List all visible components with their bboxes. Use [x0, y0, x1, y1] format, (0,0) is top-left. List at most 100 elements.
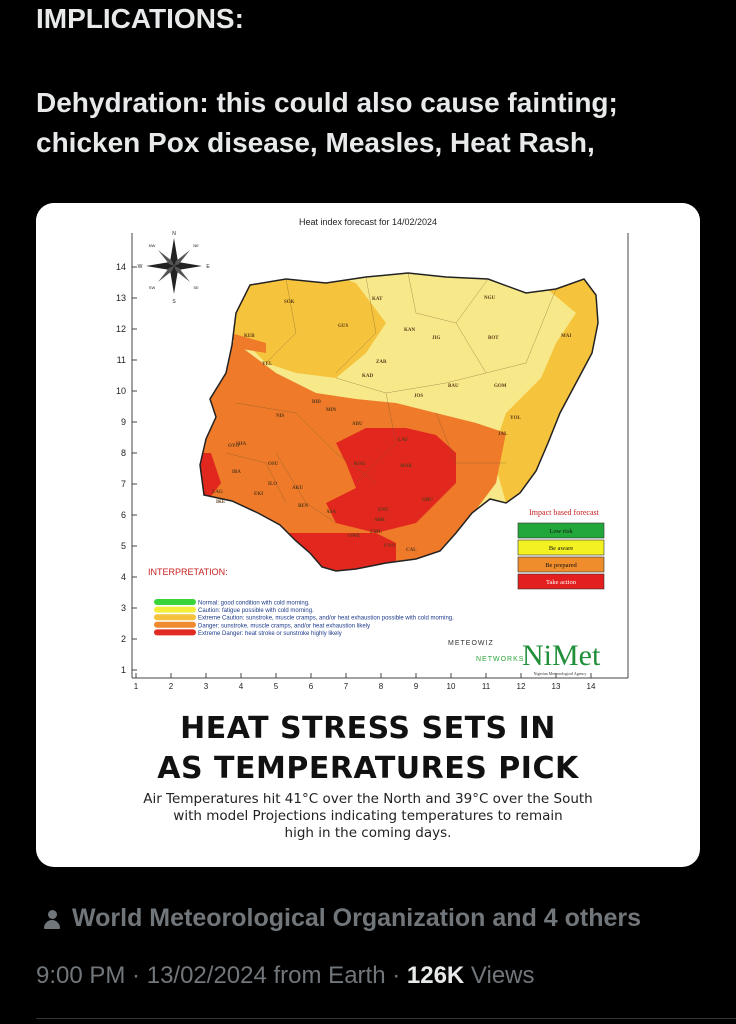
legend-swatch [517, 539, 605, 556]
y-tick-label: 1 [121, 665, 126, 675]
meteowiz-logo-line-2: NETWORKS [476, 656, 524, 663]
divider [36, 1018, 736, 1019]
state-label: ABK [374, 518, 385, 523]
svg-text:SE: SE [193, 285, 199, 290]
state-label: ASA [326, 510, 336, 515]
nimet-logo: NiMet [522, 639, 601, 672]
y-tick-label: 5 [121, 541, 126, 551]
x-tick-label: 8 [379, 682, 384, 691]
state-label: ENU [378, 508, 389, 513]
y-tick-label: 12 [116, 324, 126, 334]
interpretation-swatch [154, 614, 196, 621]
headline-line-1: HEAT STRESS SETS IN [180, 711, 556, 746]
state-label: GOM [494, 384, 507, 389]
legend-swatch [517, 573, 605, 590]
legend-label: Be aware [549, 545, 573, 552]
interpretation-text: Extreme Danger: heat stroke or sunstroke… [198, 631, 342, 637]
subtext-line-3: high in the coming days. [284, 825, 452, 841]
state-label: YOL [510, 416, 522, 421]
y-tick-label: 6 [121, 510, 126, 520]
svg-text:N: N [172, 231, 176, 237]
state-label: MAK [400, 464, 412, 469]
state-label: KEB [244, 334, 255, 339]
svg-text:NE: NE [193, 243, 199, 248]
y-tick-label: 8 [121, 448, 126, 458]
state-label: IKE [216, 500, 226, 505]
x-tick-label: 14 [587, 682, 596, 691]
x-tick-label: 13 [552, 682, 561, 691]
x-tick-label: 4 [239, 682, 244, 691]
y-tick-label: 4 [121, 572, 126, 582]
meteowiz-logo-line-1: METEOWIZ [448, 640, 494, 647]
interpretation-swatch [154, 599, 196, 605]
x-tick-label: 12 [517, 682, 526, 691]
x-tick-label: 7 [344, 682, 349, 691]
state-label: BID [312, 400, 321, 405]
interpretation-swatch [154, 621, 196, 628]
views-count[interactable]: 126K [406, 962, 465, 989]
y-tick-label: 7 [121, 479, 126, 489]
subtext-line-2: with model Projections indicating temper… [173, 808, 563, 824]
meta-separator: · [125, 962, 147, 989]
state-label: IBA [232, 470, 241, 475]
y-axis-ticks: 14 13 12 11 10 9 8 7 6 5 4 3 2 1 [116, 262, 137, 675]
x-tick-label: 2 [169, 682, 174, 691]
state-label: OWE [348, 534, 361, 539]
post-heading: IMPLICATIONS: [36, 3, 244, 34]
state-labels: SOK KAT NGU KEB GUS KAN JIG BOT MAI ZAR KAD YEL BAU G… [212, 296, 571, 553]
views-label: Views [464, 962, 535, 989]
y-tick-label: 14 [116, 262, 126, 272]
state-label: MIN [326, 408, 337, 413]
compass-rose-icon: N S W E NW NE SW SE [138, 231, 211, 305]
y-tick-label: 13 [116, 293, 126, 303]
x-tick-label: 6 [309, 682, 314, 691]
legend-swatch [517, 556, 605, 573]
state-label: JAL [498, 432, 508, 437]
state-label: ABU [352, 422, 363, 427]
state-label: JOS [414, 394, 423, 399]
state-label: SHA [236, 442, 247, 447]
state-label: OBU [422, 498, 433, 503]
x-tick-label: 5 [274, 682, 279, 691]
svg-text:NW: NW [149, 243, 156, 248]
interpretation-swatch [154, 606, 196, 613]
impact-legend: Low risk Be aware Be prepared Take action [517, 522, 605, 590]
post-source: from Earth [266, 962, 386, 989]
post-date[interactable]: 13/02/2024 [146, 962, 267, 989]
svg-text:W: W [138, 264, 143, 270]
interpretation-swatch [154, 629, 196, 636]
legend-label: Be prepared [545, 562, 577, 569]
state-label: JIG [432, 336, 440, 341]
post-body-line-1: Dehydration: this could also cause faint… [36, 87, 618, 118]
legend-label: Low risk [549, 528, 573, 535]
state-label: ZAR [376, 360, 387, 365]
state-label: MAI [561, 334, 571, 339]
state-label: NGU [484, 296, 496, 301]
x-axis-ticks: 1 2 3 4 5 6 7 8 9 10 11 12 13 14 [134, 673, 596, 691]
y-tick-label: 11 [117, 355, 126, 365]
state-label: NIS [276, 414, 285, 419]
state-label: EKI [254, 492, 263, 497]
post-meta: 9:00 PM · 13/02/2024 from Earth · 126K V… [36, 962, 535, 990]
interpretation-text: Caution: fatigue possible with cold morn… [198, 608, 314, 614]
post-body-line-2: chicken Pox disease, Measles, Heat Rash, [36, 127, 595, 158]
image-attribution[interactable]: World Meteorological Organization and 4 … [44, 904, 641, 933]
y-tick-label: 9 [121, 417, 126, 427]
x-tick-label: 10 [447, 682, 456, 691]
post-image[interactable]: Heat index forecast for 14/02/2024 14 13 1… [36, 203, 700, 867]
nigeria-outline [199, 272, 599, 572]
attribution-text: World Meteorological Organization and 4 … [72, 904, 642, 932]
legend-swatch [517, 522, 605, 539]
map-title: Heat index forecast for 14/02/2024 [299, 217, 437, 227]
state-label: AKU [292, 486, 304, 491]
interpretation-text: Normal: good condition with cold morning… [198, 601, 310, 607]
state-label: ILO [268, 482, 277, 487]
legend-label: Take action [546, 579, 577, 586]
interpretation-title: INTERPRETATION: [148, 567, 228, 577]
state-label: GUS [338, 324, 349, 329]
person-icon [44, 908, 60, 930]
svg-text:E: E [206, 264, 210, 270]
heat-index-map: Heat index forecast for 14/02/2024 14131… [36, 203, 700, 703]
post-time[interactable]: 9:00 PM [36, 962, 126, 989]
state-label: LAF [398, 438, 408, 443]
